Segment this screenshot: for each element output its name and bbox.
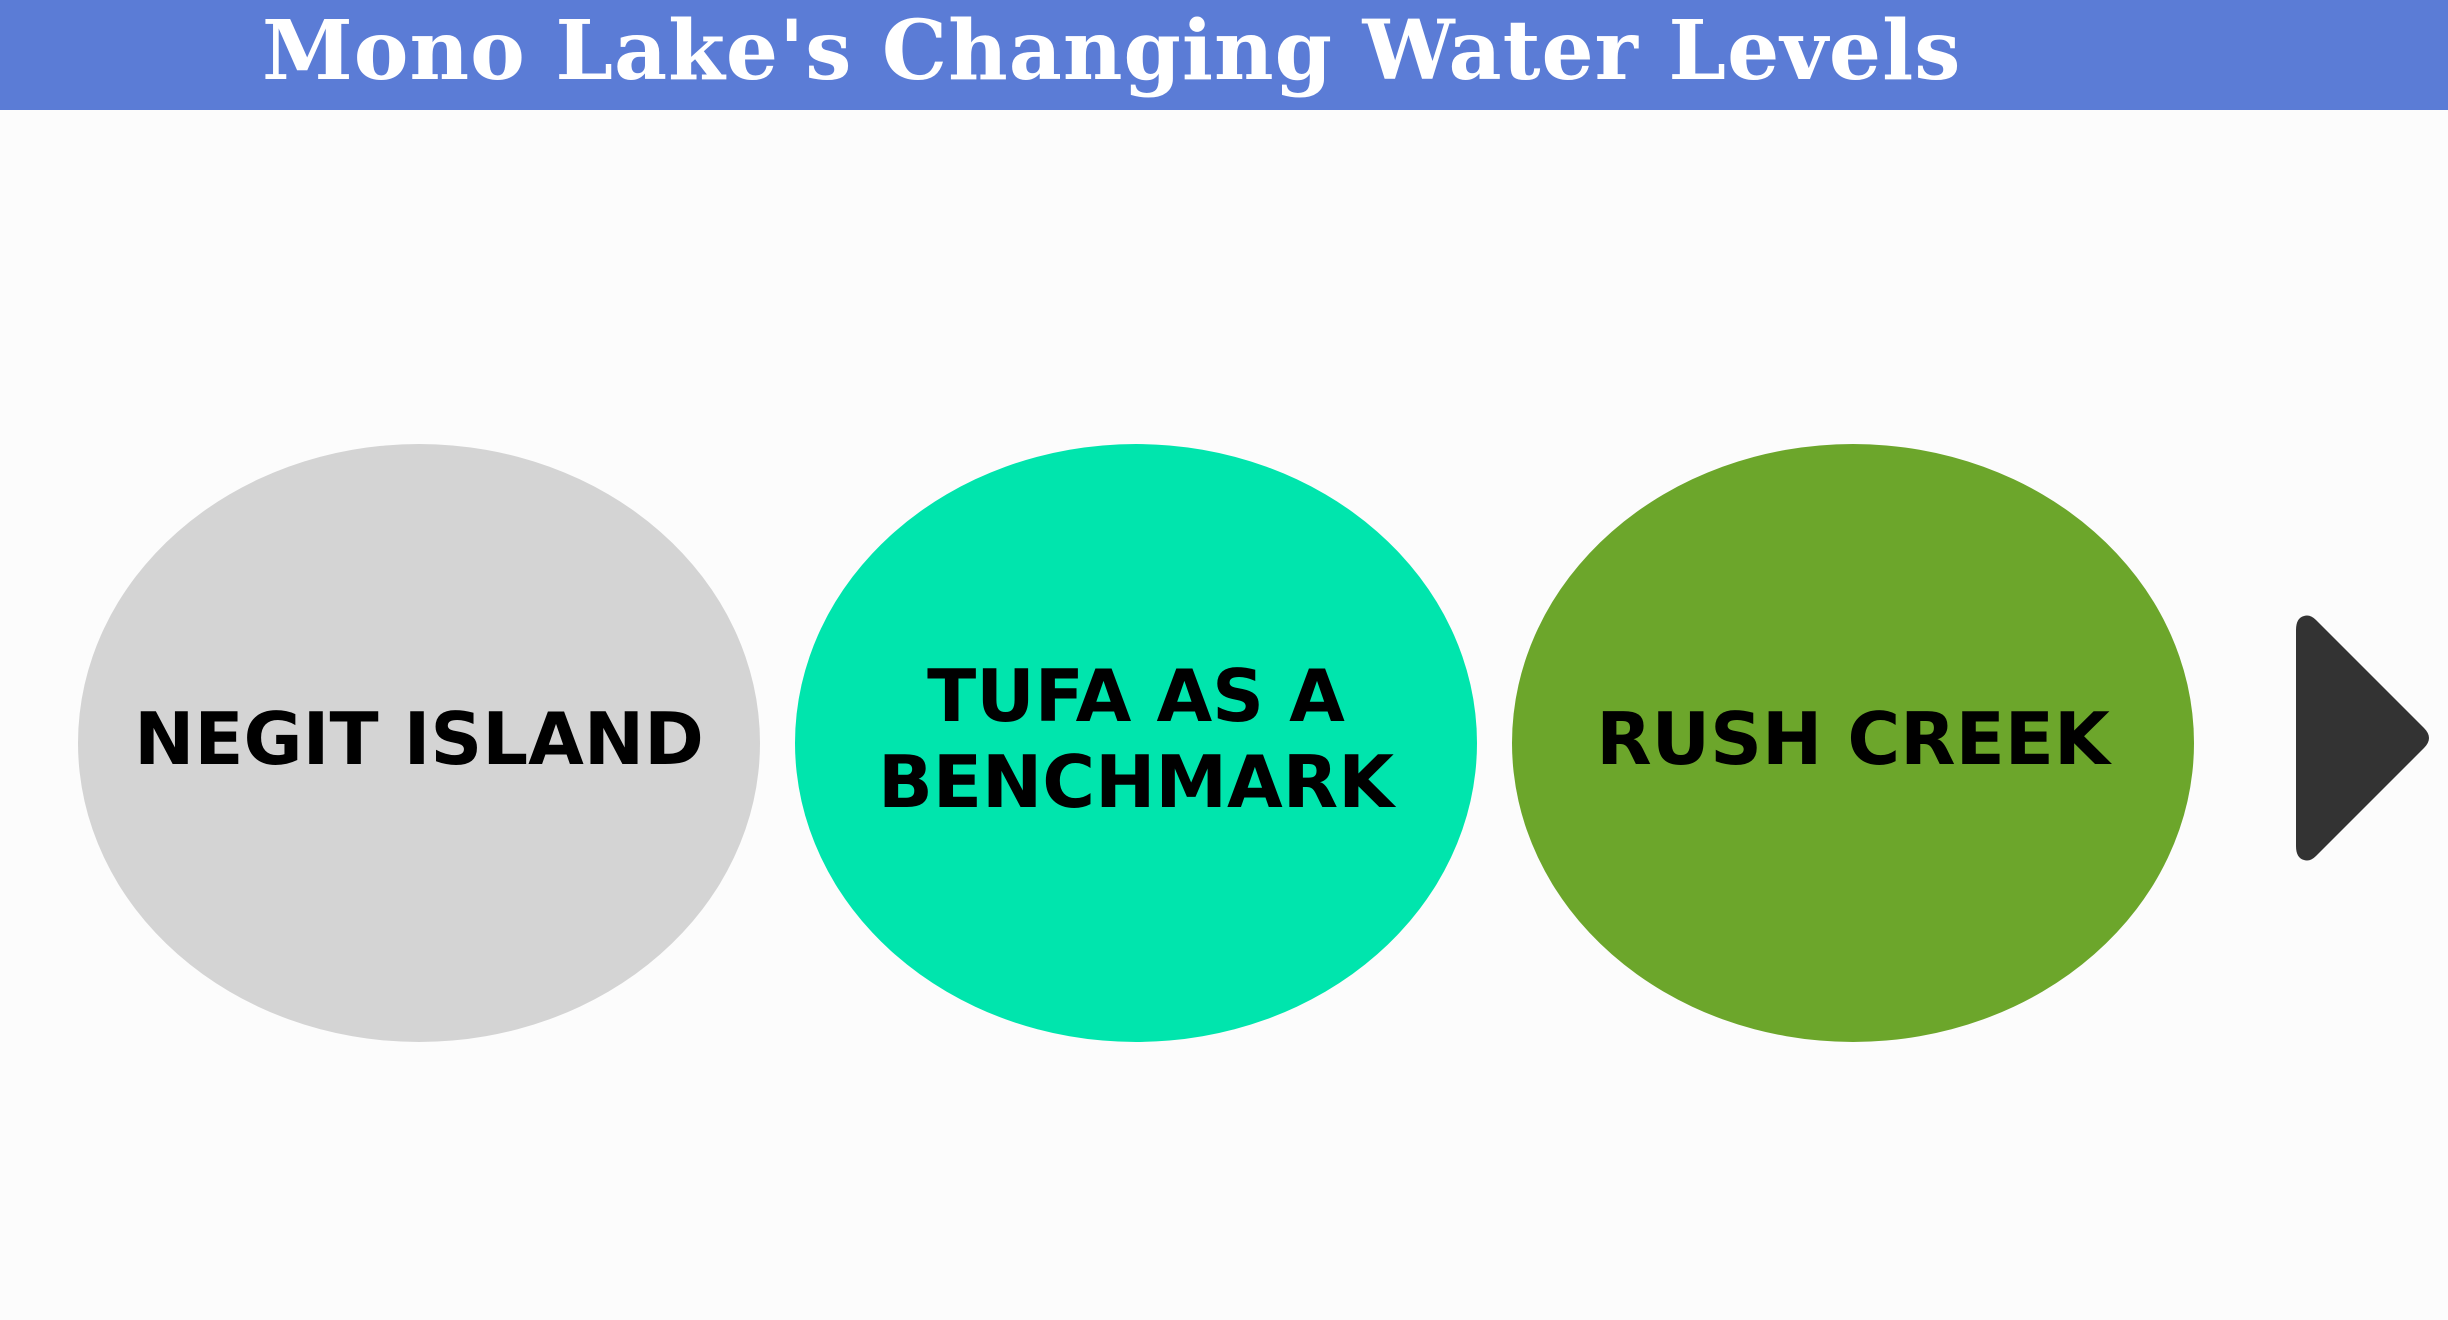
topic-label: RUSH CREEK <box>1596 697 2110 781</box>
next-arrow-icon[interactable] <box>2296 614 2436 870</box>
topic-button-rush-creek[interactable]: RUSH CREEK <box>1512 444 2194 1042</box>
topic-label: TUFA AS A BENCHMARK <box>877 654 1395 824</box>
header-bar: Mono Lake's Changing Water Levels <box>0 0 2448 110</box>
topic-label: NEGIT ISLAND <box>134 697 704 781</box>
topic-button-tufa-as-a-benchmark[interactable]: TUFA AS A BENCHMARK <box>795 444 1477 1042</box>
topic-button-negit-island[interactable]: NEGIT ISLAND <box>78 444 760 1042</box>
page-title: Mono Lake's Changing Water Levels <box>262 3 1962 99</box>
